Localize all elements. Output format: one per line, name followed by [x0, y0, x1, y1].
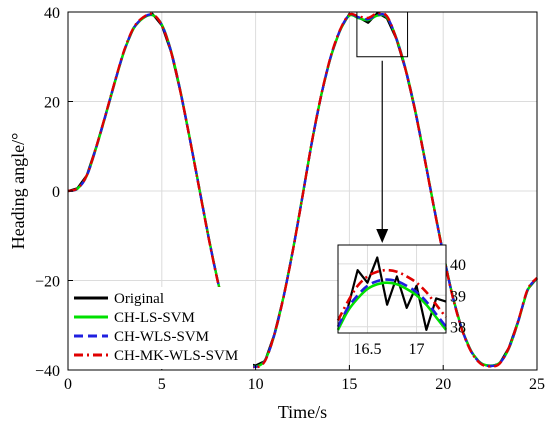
inset-x-tick-label: 16.5 — [353, 341, 381, 358]
arrow-head — [376, 229, 389, 243]
zoom-region-box — [356, 11, 409, 58]
inset-y-tick-label: 39 — [450, 288, 466, 305]
inset-y-tick-label: 40 — [450, 257, 466, 274]
x-tick-label: 10 — [248, 376, 264, 393]
legend: Original CH-LS-SVM CH-WLS-SVM CH-MK-WLS-SVM — [70, 287, 253, 369]
series-line-ch-mk-wls-svm — [67, 11, 538, 369]
y-tick-label: −20 — [35, 274, 60, 291]
inset-series-line-ch-mk-wls-svm — [336, 268, 448, 322]
y-axis-ticks: −40 −20 0 20 40 — [35, 5, 73, 380]
y-tick-label: 0 — [52, 184, 60, 201]
inset-y-tick-label: 38 — [450, 320, 466, 337]
legend-label: CH-WLS-SVM — [114, 329, 209, 345]
zoom-arrow — [376, 60, 389, 243]
main-plot-lines — [67, 11, 538, 369]
y-tick-label: 40 — [44, 5, 60, 22]
inset-x-tick-label: 17 — [409, 341, 425, 358]
legend-label: Original — [114, 291, 164, 307]
x-axis-ticks: 0 5 10 15 20 25 — [64, 365, 545, 393]
inset-series-line-ch-ls-svm — [336, 281, 448, 331]
y-tick-label: 20 — [44, 95, 60, 112]
x-tick-label: 20 — [435, 376, 451, 393]
x-tick-label: 0 — [64, 376, 72, 393]
inset-zoom-plot: 16.5 17 38 39 40 — [336, 244, 466, 358]
x-axis-title: Time/s — [278, 402, 327, 422]
y-tick-label: −40 — [35, 363, 60, 380]
x-tick-label: 25 — [529, 376, 545, 393]
y-axis-title: Heading angle/° — [8, 133, 28, 250]
inset-series-line-ch-wls-svm — [336, 278, 448, 328]
inset-frame — [337, 244, 447, 334]
legend-label: CH-LS-SVM — [114, 310, 195, 326]
x-tick-label: 5 — [158, 376, 166, 393]
x-tick-label: 15 — [341, 376, 357, 393]
legend-label: CH-MK-WLS-SVM — [114, 348, 238, 364]
inset-series-line-original — [336, 256, 447, 331]
